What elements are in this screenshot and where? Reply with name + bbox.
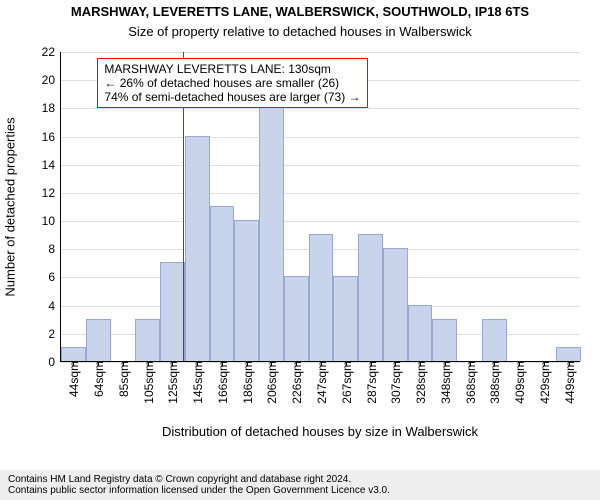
xtick-label: 85sqm <box>115 361 131 397</box>
y-axis-label: Number of detached properties <box>3 117 18 296</box>
ytick-label: 8 <box>48 242 61 256</box>
histogram-bar <box>284 276 309 361</box>
annotation-line-1: ← 26% of detached houses are smaller (26… <box>104 76 360 90</box>
ytick-label: 12 <box>42 186 61 200</box>
xtick-label: 287sqm <box>363 361 379 404</box>
histogram-bar <box>135 319 160 361</box>
plot-area: 024681012141618202244sqm64sqm85sqm105sqm… <box>60 52 580 362</box>
annotation-line-2: 74% of semi-detached houses are larger (… <box>104 90 360 104</box>
xtick-label: 388sqm <box>486 361 502 404</box>
histogram-bar <box>185 136 210 361</box>
ytick-label: 20 <box>42 73 61 87</box>
xtick-label: 328sqm <box>412 361 428 404</box>
gridline <box>61 165 580 166</box>
histogram-bar <box>482 319 507 361</box>
gridline <box>61 221 580 222</box>
chart-main-title: MARSHWAY, LEVERETTS LANE, WALBERSWICK, S… <box>0 4 600 19</box>
histogram-bar <box>432 319 457 361</box>
ytick-label: 4 <box>48 299 61 313</box>
ytick-label: 18 <box>42 101 61 115</box>
xtick-label: 348sqm <box>437 361 453 404</box>
xtick-label: 186sqm <box>239 361 255 404</box>
gridline <box>61 193 580 194</box>
xtick-label: 206sqm <box>263 361 279 404</box>
chart-subtitle: Size of property relative to detached ho… <box>0 24 600 39</box>
annotation-line-0: MARSHWAY LEVERETTS LANE: 130sqm <box>104 62 360 76</box>
chart-container: MARSHWAY, LEVERETTS LANE, WALBERSWICK, S… <box>0 0 600 500</box>
histogram-bar <box>210 206 235 361</box>
xtick-label: 368sqm <box>462 361 478 404</box>
histogram-bar <box>358 234 383 361</box>
footer-line-2: Contains public sector information licen… <box>8 485 592 496</box>
histogram-bar <box>61 347 86 361</box>
histogram-bar <box>309 234 334 361</box>
histogram-bar <box>86 319 111 361</box>
ytick-label: 6 <box>48 270 61 284</box>
xtick-label: 64sqm <box>90 361 106 397</box>
histogram-bar <box>234 220 259 361</box>
xtick-label: 166sqm <box>214 361 230 404</box>
ytick-label: 14 <box>42 158 61 172</box>
xtick-label: 409sqm <box>511 361 527 404</box>
ytick-label: 10 <box>42 214 61 228</box>
xtick-label: 267sqm <box>338 361 354 404</box>
xtick-label: 105sqm <box>140 361 156 404</box>
xtick-label: 44sqm <box>65 361 81 397</box>
footer-attribution: Contains HM Land Registry data © Crown c… <box>0 470 600 500</box>
x-axis-label: Distribution of detached houses by size … <box>60 424 580 439</box>
histogram-bar <box>556 347 581 361</box>
xtick-label: 307sqm <box>387 361 403 404</box>
gridline <box>61 52 580 53</box>
histogram-bar <box>383 248 408 361</box>
ytick-label: 2 <box>48 327 61 341</box>
histogram-bar <box>408 305 433 361</box>
xtick-label: 429sqm <box>536 361 552 404</box>
annotation-box: MARSHWAY LEVERETTS LANE: 130sqm← 26% of … <box>97 58 367 108</box>
ytick-label: 0 <box>48 355 61 369</box>
xtick-label: 247sqm <box>313 361 329 404</box>
xtick-label: 145sqm <box>189 361 205 404</box>
xtick-label: 449sqm <box>561 361 577 404</box>
footer-line-1: Contains HM Land Registry data © Crown c… <box>8 474 592 485</box>
histogram-bar <box>259 107 284 361</box>
gridline <box>61 108 580 109</box>
xtick-label: 125sqm <box>164 361 180 404</box>
ytick-label: 22 <box>42 45 61 59</box>
histogram-bar <box>160 262 185 361</box>
histogram-bar <box>333 276 358 361</box>
ytick-label: 16 <box>42 130 61 144</box>
gridline <box>61 137 580 138</box>
xtick-label: 226sqm <box>288 361 304 404</box>
